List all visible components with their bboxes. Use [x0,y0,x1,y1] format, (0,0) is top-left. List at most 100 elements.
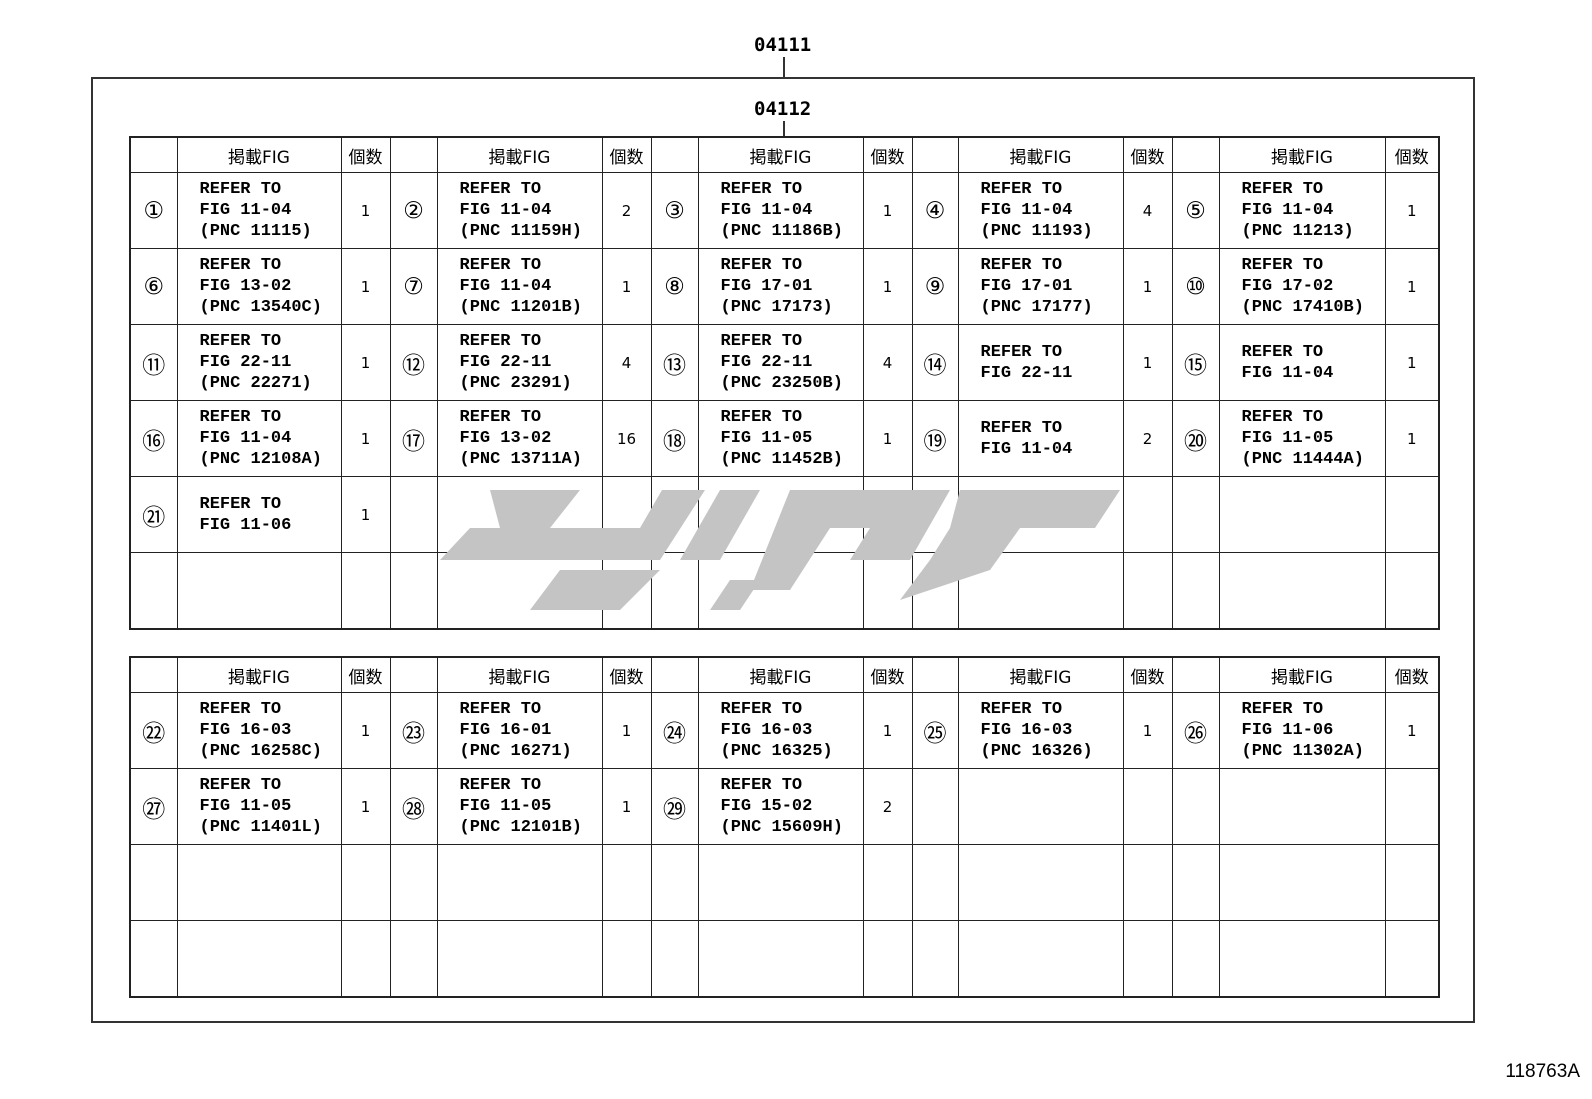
item-number [650,920,699,998]
item-number [1171,920,1220,998]
item-number: ④ [911,172,959,249]
quantity [862,552,913,630]
item-number: ⑤ [1171,172,1220,249]
item-number: ㉗ [129,768,178,845]
item-number: ⑬ [650,324,699,401]
fig-reference-line: (PNC 11159H) [459,222,582,241]
fig-reference [1218,552,1386,630]
quantity [601,476,652,553]
header-index-cell [911,136,959,173]
fig-reference [697,476,864,553]
fig-reference: REFER TO FIG 11-04 (PNC 11201B) [436,248,603,325]
assembly-label-04112: 04112 [754,98,812,120]
item-number [911,476,959,553]
fig-reference-line: FIG 11-04 [980,201,1073,220]
fig-reference-line: (PNC 23250B) [720,374,843,393]
header-qty: 個数 [1384,656,1440,693]
fig-reference-line: REFER TO [720,408,803,427]
header-fig: 掲載FIG [957,656,1124,693]
header-qty: 個数 [1384,136,1440,173]
item-number: ㉓ [389,692,438,769]
fig-reference-line: FIG 22-11 [199,353,292,372]
item-number [650,552,699,630]
fig-reference-line: FIG 11-06 [199,515,292,535]
quantity: 1 [1384,324,1440,401]
header-qty: 個数 [862,136,913,173]
fig-reference: REFER TO FIG 17-02 (PNC 17410B) [1218,248,1386,325]
fig-reference [957,768,1124,845]
fig-reference [957,844,1124,921]
fig-reference-line: REFER TO [459,700,542,719]
item-number: ⑫ [389,324,438,401]
fig-reference [1218,768,1386,845]
quantity: 1 [601,768,652,845]
quantity: 1 [340,172,391,249]
fig-reference-line: (PNC 22271) [199,374,312,393]
quantity [1122,920,1173,998]
fig-reference-line: FIG 13-02 [199,277,292,296]
item-number: ② [389,172,438,249]
item-number [1171,768,1220,845]
header-index-cell [389,656,438,693]
quantity [1384,552,1440,630]
fig-reference-line: REFER TO [459,408,542,427]
quantity: 1 [340,692,391,769]
fig-reference: REFER TO FIG 11-06 (PNC 11302A) [1218,692,1386,769]
quantity: 1 [340,324,391,401]
header-index-cell [129,656,178,693]
quantity [1384,844,1440,921]
fig-reference-line: (PNC 15609H) [720,818,843,837]
fig-reference-line: REFER TO [1241,256,1324,275]
item-number: ⑮ [1171,324,1220,401]
fig-reference-line: REFER TO [1241,342,1324,362]
drawing-code: 118763A [1505,1061,1580,1082]
fig-reference-line: FIG 17-01 [720,277,813,296]
fig-reference-line: (PNC 16326) [980,742,1093,761]
fig-reference-line: FIG 11-04 [720,201,813,220]
item-number: ㉖ [1171,692,1220,769]
fig-reference-line: (PNC 13711A) [459,450,582,469]
fig-reference-line: REFER TO [199,700,282,719]
fig-reference-line: (PNC 17410B) [1241,298,1364,317]
fig-reference-line: FIG 11-06 [1241,721,1334,740]
table-row: ⑪ REFER TO FIG 22-11 (PNC 22271) 1 ⑫ REFER TO F… [129,324,1440,401]
fig-reference: REFER TO FIG 11-04 (PNC 11193) [957,172,1124,249]
quantity: 1 [1384,400,1440,477]
leader-line [783,57,785,77]
quantity: 4 [862,324,913,401]
item-number: ⑨ [911,248,959,325]
fig-reference-line: REFER TO [199,494,282,514]
fig-reference: REFER TO FIG 11-04 (PNC 12108A) [176,400,342,477]
fig-reference: REFER TO FIG 13-02 (PNC 13540C) [176,248,342,325]
fig-reference-line: (PNC 16258C) [199,742,322,761]
item-number [650,844,699,921]
table-row [129,552,1440,630]
fig-reference-line: REFER TO [199,408,282,427]
fig-reference: REFER TO FIG 11-05 (PNC 11401L) [176,768,342,845]
item-number: ⑦ [389,248,438,325]
quantity: 1 [340,248,391,325]
quantity [1384,768,1440,845]
table-row: ⑥ REFER TO FIG 13-02 (PNC 13540C) 1 ⑦ REFER TO… [129,248,1440,325]
quantity [1122,844,1173,921]
item-number [389,920,438,998]
quantity: 1 [1122,248,1173,325]
fig-reference: REFER TO FIG 15-02 (PNC 15609H) [697,768,864,845]
fig-reference-line: FIG 16-03 [199,721,292,740]
fig-reference-line: (PNC 11452B) [720,450,843,469]
quantity: 2 [601,172,652,249]
table-row: ⑯ REFER TO FIG 11-04 (PNC 12108A) 1 ⑰ REFER TO… [129,400,1440,477]
fig-reference-line: FIG 11-05 [1241,429,1334,448]
header-qty: 個数 [340,656,391,693]
fig-reference-line: FIG 13-02 [459,429,552,448]
leader-line [783,121,785,137]
quantity [862,476,913,553]
fig-reference: REFER TO FIG 16-03 (PNC 16258C) [176,692,342,769]
item-number: ⑧ [650,248,699,325]
fig-reference-line: REFER TO [720,700,803,719]
quantity [1384,476,1440,553]
item-number [129,844,178,921]
item-number [389,476,438,553]
fig-reference-line: REFER TO [720,332,803,351]
fig-reference [436,920,603,998]
